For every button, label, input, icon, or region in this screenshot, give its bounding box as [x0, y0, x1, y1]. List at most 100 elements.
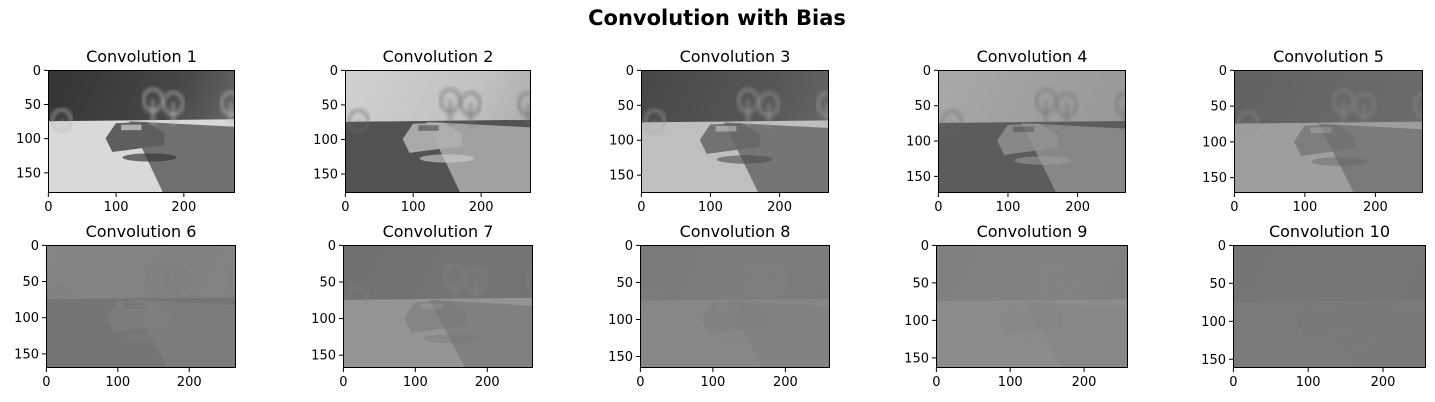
y-tick-label: 50: [319, 275, 336, 290]
x-tick-label: 200: [469, 200, 494, 215]
image-tree: [1061, 268, 1084, 306]
image-tree: [51, 108, 73, 133]
x-tick-label: 200: [1072, 375, 1097, 390]
image-shadow: [1017, 336, 1077, 346]
axes-frame: [1234, 70, 1423, 193]
image-plot: [1233, 245, 1426, 368]
image-tree: [346, 286, 369, 312]
image-car: [699, 123, 760, 154]
y-tick-label: 100: [1202, 135, 1227, 150]
panel-title: Convolution 10: [1269, 222, 1390, 241]
image-car: [404, 300, 467, 333]
image-plot: [640, 245, 830, 368]
image-tree: [439, 88, 461, 126]
image-tree: [142, 88, 164, 126]
image-car: [1296, 302, 1362, 337]
image-tree: [49, 285, 72, 312]
panel-title: Convolution 9: [977, 222, 1088, 241]
x-tick-label: 100: [1296, 375, 1321, 390]
image-shadow: [1315, 337, 1376, 347]
y-tick-label: 0: [923, 64, 931, 79]
y-tick-label: 50: [1210, 100, 1227, 115]
image-shadow: [719, 335, 778, 345]
image-tree: [939, 287, 963, 314]
y-tick-label: 0: [328, 239, 336, 254]
image-shadow: [422, 334, 480, 344]
axes-frame: [48, 70, 235, 193]
axes-frame: [641, 70, 829, 193]
panel-2: Convolution 2 0 100 200 0 50 100 150: [313, 47, 531, 215]
x-tick-label: 100: [700, 375, 725, 390]
x-tick-label: 0: [339, 375, 347, 390]
image-tree: [162, 91, 184, 126]
x-tick-label: 200: [773, 375, 798, 390]
x-tick-label: 200: [1371, 375, 1396, 390]
image-shadow: [1311, 157, 1368, 166]
y-tick-label: 50: [1209, 277, 1226, 292]
image-plot: [48, 70, 235, 193]
image-tree: [1236, 288, 1260, 315]
x-tick-label: 0: [44, 200, 52, 215]
image-car: [701, 301, 765, 334]
panel-10: Convolution 10 0 100 200 0 50 100 150: [1201, 222, 1426, 390]
image-tree: [644, 109, 666, 134]
image-tree: [460, 91, 482, 126]
image-plot: [641, 70, 829, 193]
image-tree: [465, 268, 488, 304]
image-tree: [443, 264, 466, 304]
x-tick-label: 0: [341, 200, 349, 215]
x-tick-label: 100: [996, 200, 1021, 215]
panel-title: Convolution 8: [680, 222, 791, 241]
image-tree: [758, 92, 780, 127]
y-tick-label: 150: [906, 170, 931, 185]
image-tree: [643, 286, 666, 313]
image-tree: [1056, 92, 1078, 128]
x-tick-label: 0: [637, 200, 645, 215]
image-tree: [1337, 265, 1361, 306]
image-car: [1293, 124, 1356, 156]
y-tick-label: 50: [24, 98, 41, 113]
x-tick-label: 100: [104, 200, 129, 215]
y-tick-label: 50: [617, 99, 634, 114]
image-tree: [941, 110, 963, 135]
x-tick-label: 100: [1292, 200, 1317, 215]
image-tree: [1359, 269, 1383, 306]
image-plot: [938, 70, 1126, 193]
panel-title: Convolution 3: [680, 47, 791, 66]
x-tick-label: 200: [767, 200, 792, 215]
panel-7: Convolution 7 0 100 200 0 50 100 150: [311, 222, 533, 390]
image-car: [106, 299, 169, 332]
image-shadow: [717, 155, 773, 164]
y-tick-label: 150: [1202, 171, 1227, 186]
figure-title: Convolution with Bias: [588, 6, 846, 30]
panel-3: Convolution 3 0 100 200 0 50 100 150: [609, 47, 829, 215]
image-tree: [526, 269, 533, 293]
y-tick-label: 50: [321, 98, 338, 113]
image-tree: [227, 268, 236, 293]
y-tick-label: 0: [921, 239, 929, 254]
image-car: [402, 122, 462, 153]
x-tick-label: 100: [698, 200, 723, 215]
image-shadow: [419, 154, 474, 163]
panel-title: Convolution 2: [383, 47, 494, 66]
image-tree: [1413, 92, 1423, 118]
x-tick-label: 0: [636, 375, 644, 390]
axes-frame: [936, 245, 1128, 368]
x-tick-label: 100: [105, 375, 130, 390]
panel-9: Convolution 9 0 100 200 0 50 100 150: [904, 222, 1128, 390]
y-tick-label: 100: [906, 135, 931, 150]
image-road: [1024, 301, 1128, 368]
image-tree: [517, 91, 531, 126]
y-tick-label: 150: [609, 169, 634, 184]
panel-title: Convolution 6: [86, 222, 197, 241]
y-tick-label: 100: [313, 133, 338, 148]
y-tick-label: 150: [14, 347, 39, 362]
x-tick-label: 0: [932, 375, 940, 390]
y-tick-label: 0: [1219, 64, 1227, 79]
x-tick-label: 100: [403, 375, 428, 390]
image-tree: [824, 270, 830, 293]
panel-title: Convolution 5: [1273, 47, 1384, 66]
y-tick-label: 50: [914, 99, 931, 114]
image-tree: [1332, 89, 1355, 128]
